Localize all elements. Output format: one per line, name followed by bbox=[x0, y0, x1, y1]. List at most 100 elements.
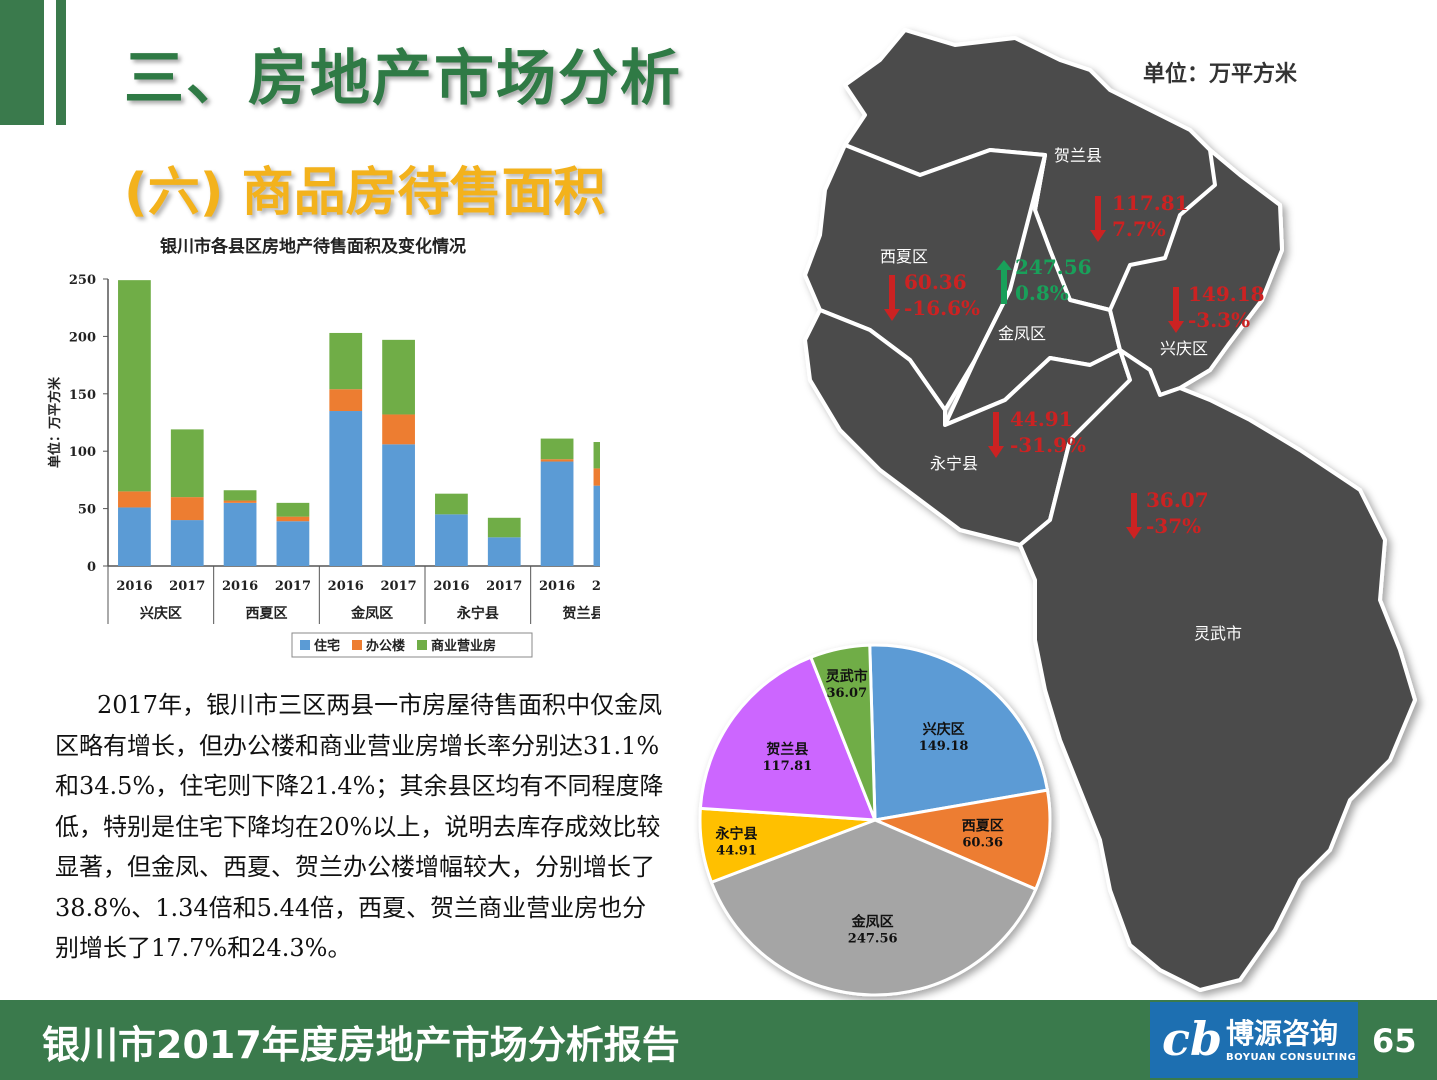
y-axis-label: 单位：万平方米 bbox=[47, 376, 63, 468]
bar-segment bbox=[170, 497, 204, 521]
legend-swatch bbox=[352, 640, 362, 650]
header-accent-bar-thin bbox=[56, 0, 66, 125]
bar-segment bbox=[593, 485, 600, 566]
map-unit-label: 单位：万平方米 bbox=[1143, 62, 1298, 87]
x-tick-label: 2017 bbox=[486, 579, 522, 594]
header-accent-bar bbox=[0, 0, 44, 125]
pie-slice-value: 247.56 bbox=[848, 931, 898, 946]
x-tick-label: 2016 bbox=[222, 579, 258, 594]
x-tick-label: 2017 bbox=[169, 579, 205, 594]
pie-slice-label: 金凤区 bbox=[851, 913, 894, 930]
map-region-change: 0.8% bbox=[1015, 281, 1069, 305]
x-tick-label: 2016 bbox=[328, 579, 364, 594]
group-label: 金凤区 bbox=[350, 605, 393, 622]
bar-chart: 银川市各县区房地产待售面积及变化情况 0 50 100 150 200 250 单位：万平方… bbox=[47, 236, 601, 658]
legend-label: 办公楼 bbox=[366, 638, 405, 654]
pie-slice-label: 贺兰县 bbox=[765, 741, 808, 758]
group-label: 贺兰县 bbox=[562, 605, 601, 622]
decrease-arrow-icon bbox=[1126, 493, 1142, 539]
map-region-change: -37% bbox=[1146, 514, 1201, 538]
bar-segment bbox=[118, 491, 151, 508]
pie-slice-label: 永宁县 bbox=[715, 826, 758, 843]
pie-slice bbox=[709, 818, 1038, 997]
y-tick-label: 0 bbox=[87, 560, 96, 575]
map-region-value: 247.56 bbox=[1015, 255, 1092, 279]
pie-slice-value: 60.36 bbox=[962, 836, 1003, 851]
pie-slice-label: 西夏区 bbox=[962, 818, 1004, 835]
logo-mark-icon: cb bbox=[1162, 1012, 1223, 1066]
bar-segment bbox=[382, 444, 415, 566]
decrease-arrow-icon bbox=[1168, 287, 1184, 333]
x-tick-label: 2017 bbox=[380, 579, 416, 594]
legend-label: 商业营业房 bbox=[431, 638, 496, 654]
decrease-arrow-icon bbox=[884, 275, 900, 321]
bar-segment bbox=[329, 332, 363, 390]
legend-label: 住宅 bbox=[314, 638, 340, 654]
legend-box bbox=[291, 632, 533, 658]
map-region-name: 永宁县 bbox=[930, 454, 978, 473]
map-region-value: 149.18 bbox=[1188, 282, 1265, 306]
bar-segment bbox=[540, 438, 574, 460]
analysis-paragraph: 2017年，银川市三区两县一市房屋待售面积中仅金凤区略有增长，但办公楼和商业营业… bbox=[55, 691, 664, 962]
bar-segment bbox=[487, 537, 521, 566]
y-tick-label: 100 bbox=[69, 445, 96, 460]
district-map: 贺兰县117.817.7%西夏区60.36-16.6%金凤区247.560.8%… bbox=[803, 28, 1417, 992]
decrease-arrow-icon bbox=[988, 412, 1004, 458]
map-region-name: 灵武市 bbox=[1194, 624, 1242, 643]
bar-segment bbox=[223, 500, 257, 503]
map-region-change: -31.9% bbox=[1010, 433, 1086, 457]
bar-segment bbox=[223, 490, 257, 501]
bar-segment bbox=[593, 442, 600, 469]
pie-slice-value: 36.07 bbox=[826, 686, 867, 701]
map-region-value: 60.36 bbox=[904, 270, 967, 294]
y-tick-label: 200 bbox=[69, 330, 96, 345]
map-region-value: 44.91 bbox=[1010, 407, 1073, 431]
bar-segment bbox=[382, 339, 415, 415]
pie-slice-value: 149.18 bbox=[919, 739, 969, 754]
pie-slice bbox=[808, 643, 877, 821]
map-region-name: 贺兰县 bbox=[1054, 146, 1102, 165]
page-title: 三、房地产市场分析 bbox=[124, 44, 682, 114]
pie-slice-label: 灵武市 bbox=[826, 668, 868, 685]
pie-slice-value: 117.81 bbox=[763, 759, 813, 774]
logo-name-cn: 博源咨询 bbox=[1226, 1017, 1339, 1050]
bar-segment bbox=[118, 507, 151, 566]
bar-segment bbox=[435, 493, 468, 515]
bar-segment bbox=[329, 389, 363, 412]
bar-segment bbox=[540, 461, 574, 566]
map-region-name: 兴庆区 bbox=[1160, 339, 1208, 358]
bar-segment bbox=[540, 459, 574, 462]
map-region-change: 7.7% bbox=[1112, 217, 1166, 241]
pie-slice-label: 兴庆区 bbox=[923, 721, 965, 738]
bar-segment bbox=[276, 502, 310, 517]
bar-segment bbox=[170, 429, 204, 498]
group-label: 兴庆区 bbox=[140, 605, 182, 622]
map-region-name: 金凤区 bbox=[998, 324, 1046, 343]
pie-slice bbox=[868, 643, 1050, 822]
y-tick-label: 250 bbox=[69, 273, 96, 288]
x-tick-label: 2017 bbox=[592, 579, 600, 594]
x-tick-label: 2016 bbox=[116, 579, 152, 594]
bar-segment bbox=[223, 502, 257, 566]
legend-swatch bbox=[417, 640, 427, 650]
pie-slice-value: 44.91 bbox=[716, 844, 757, 859]
company-logo bbox=[1150, 1002, 1358, 1078]
y-tick-label: 50 bbox=[78, 503, 96, 518]
y-tick-label: 150 bbox=[69, 388, 96, 403]
bar-segment bbox=[276, 521, 310, 566]
logo-name-en: BOYUAN CONSULTING bbox=[1226, 1052, 1357, 1063]
legend-swatch bbox=[300, 640, 310, 650]
bar-segment bbox=[329, 411, 363, 566]
chart-title: 银川市各县区房地产待售面积及变化情况 bbox=[160, 236, 466, 257]
map-region-change: -16.6% bbox=[904, 296, 980, 320]
page-subtitle: (六) 商品房待售面积 bbox=[124, 163, 606, 223]
map-region-lingwu bbox=[1018, 348, 1417, 992]
increase-arrow-icon bbox=[996, 260, 1012, 304]
bar-segment bbox=[276, 516, 310, 522]
bar-segment bbox=[487, 517, 521, 538]
map-region-value: 36.07 bbox=[1146, 488, 1209, 512]
map-region-change: -3.3% bbox=[1188, 308, 1250, 332]
decrease-arrow-icon bbox=[1090, 196, 1106, 242]
map-region-name: 西夏区 bbox=[880, 247, 928, 266]
